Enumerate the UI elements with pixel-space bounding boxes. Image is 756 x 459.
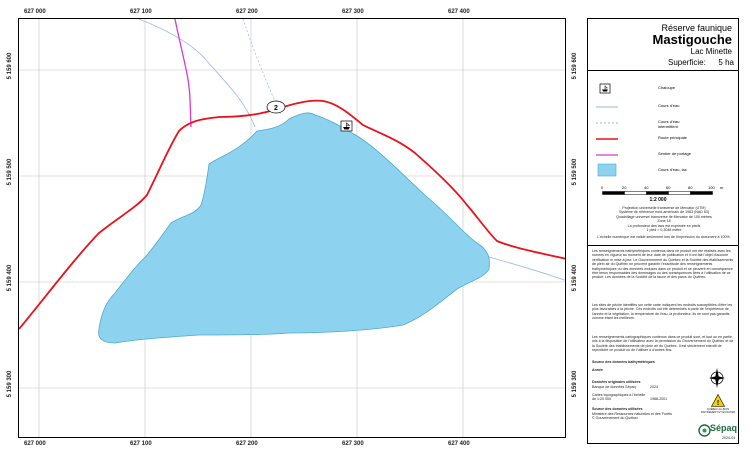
intermittent-stream-icon [596,122,618,124]
intermittent-stream [242,19,282,116]
scale-tick-label: 80 [688,185,693,190]
x-coord-label-bottom: 627 000 [24,441,46,447]
north-arrow-icon [709,368,725,388]
x-coord-label-bottom: 627 100 [130,441,152,447]
warning-sign-icon: ! [711,394,725,407]
x-coord-label: 627 400 [448,9,470,15]
projection-line: 1 pied = 0,3048 mètre [646,228,682,233]
water-area-icon [597,163,617,177]
scale-note: L'échelle numérique est valide seulement… [597,235,731,239]
legend-label: Chaloupe [658,85,676,90]
legend-item-water: Cours d'eau, lac [594,163,734,177]
scale-tick-label: 60 [666,185,671,190]
legend-item-main-road: Route principale [594,133,734,145]
scale-tick-label: 40 [644,185,649,190]
disclaimer-fishing: Les sites de pêche identifiés sur cette … [592,303,733,321]
document-date: 2024-04 [722,436,736,440]
x-coord-label-bottom: 627 400 [448,441,470,447]
main-road [19,99,565,330]
sources-used-heading: Source des données utilisées [592,407,643,411]
portage-trail-icon [596,154,618,156]
stream-line-icon [596,106,618,108]
route-shield: 2 [266,100,286,114]
map-canvas: 2 [19,19,565,437]
legend-item-portage-trail: Sentier de portage [594,149,734,161]
area-row: Superficie: 5 ha [668,58,734,67]
boat-icon [599,83,611,94]
scale-unit: m [720,185,724,190]
y-coord-label: 5 159 500 [7,158,13,186]
legend-label: Cours d'eau intermittent [658,119,680,129]
portage-trail [174,19,192,128]
scale-tick-label: 100 [708,185,715,190]
boat-icon [340,120,353,132]
stream-east [488,256,565,281]
legend-label: Route principale [658,135,687,140]
x-coord-label-bottom: 627 200 [236,441,258,447]
stream-north [138,19,256,128]
map-title: Mastigouche [652,32,732,47]
legend-item-intermittent-stream: Cours d'eau intermittent [594,117,734,129]
map-frame: 2 [18,18,566,438]
legend-label: Cours d'eau [658,103,680,108]
y-coord-label-right: 5 159 400 [572,264,578,292]
x-coord-label: 627 000 [24,9,46,15]
sources-orig-year: 2024 [650,385,658,389]
projection-notes: Projection universelle transverse de Mer… [596,206,732,232]
main-road-icon [596,138,618,140]
title-block: Réserve faunique Mastigouche Lac Minette [653,23,732,56]
disclaimer-cartography: Les renseignements cartographiques conte… [592,335,734,353]
reserve-name: Réserve faunique [661,23,732,33]
y-coord-label: 5 159 400 [7,264,13,292]
sources-orig-heading: Données originales utilisées [592,380,641,384]
area-label: Superficie: [668,58,706,67]
scale-ratio: 1:2 000 [649,197,667,203]
y-coord-label-right: 5 159 600 [572,52,578,80]
sources-heading: Source des données bathymétriques [592,360,655,364]
area-value: 5 ha [718,58,734,67]
x-coord-label: 627 100 [130,9,152,15]
projection-line: Système de référence nord-américain de 1… [618,210,710,215]
x-coord-label-bottom: 627 300 [342,441,364,447]
legend-label: Cours d'eau, lac [658,167,687,172]
sources-topo-item: Cartes topographiques à l'échelle de 1:2… [592,393,646,402]
sources-orig-item: Banque de données Sépaq [592,385,636,389]
lake-minette [98,112,490,344]
y-coord-label: 5 159 600 [7,52,13,80]
scale-bar: 0 20 40 60 80 100 m 1:2 000 [601,185,728,205]
brand-name: Sépaq [710,423,738,433]
projection-line: La profondeur des lacs est exprimée en p… [627,223,701,228]
legend-label: Sentier de portage [658,151,691,156]
scale-bar-graphic [602,191,713,195]
legend-item-stream: Cours d'eau [594,101,734,113]
x-coord-label: 627 300 [342,9,364,15]
sepaq-logo-icon [698,424,711,437]
projection-line: Quadrillage universel transverse de Merc… [616,214,712,219]
y-coord-label-right: 5 159 300 [572,370,578,398]
lake-name: Lac Minette [690,47,732,56]
legend-item-boat: Chaloupe [594,83,734,95]
projection-line: Projection universelle transverse de Mer… [622,206,706,210]
divider [588,70,738,71]
legend-panel: Réserve faunique Mastigouche Lac Minette… [587,18,739,444]
sources-year-label: Année [592,368,603,372]
y-coord-label: 5 159 300 [7,370,13,398]
sources-topo-year: 1988-2001 [650,397,668,401]
y-coord-label-right: 5 159 500 [572,158,578,186]
x-coord-label: 627 200 [236,9,258,15]
divider [588,245,738,246]
scale-tick-label: 20 [622,185,627,190]
projection-line: Zone 18 [657,219,671,224]
utm-grid [19,19,565,437]
sources-used-item: Ministère des Ressources naturelles et d… [592,412,672,421]
route-number: 2 [274,105,278,112]
scale-tick-label: 0 [601,185,604,190]
warning-caption: QUÉBEC AU-BOIS RAPIDEMENT ET ÉCOUTER [700,408,736,414]
svg-text:!: ! [717,400,719,407]
disclaimer-bathymetry: Les renseignements bathymétriques conten… [592,249,734,280]
